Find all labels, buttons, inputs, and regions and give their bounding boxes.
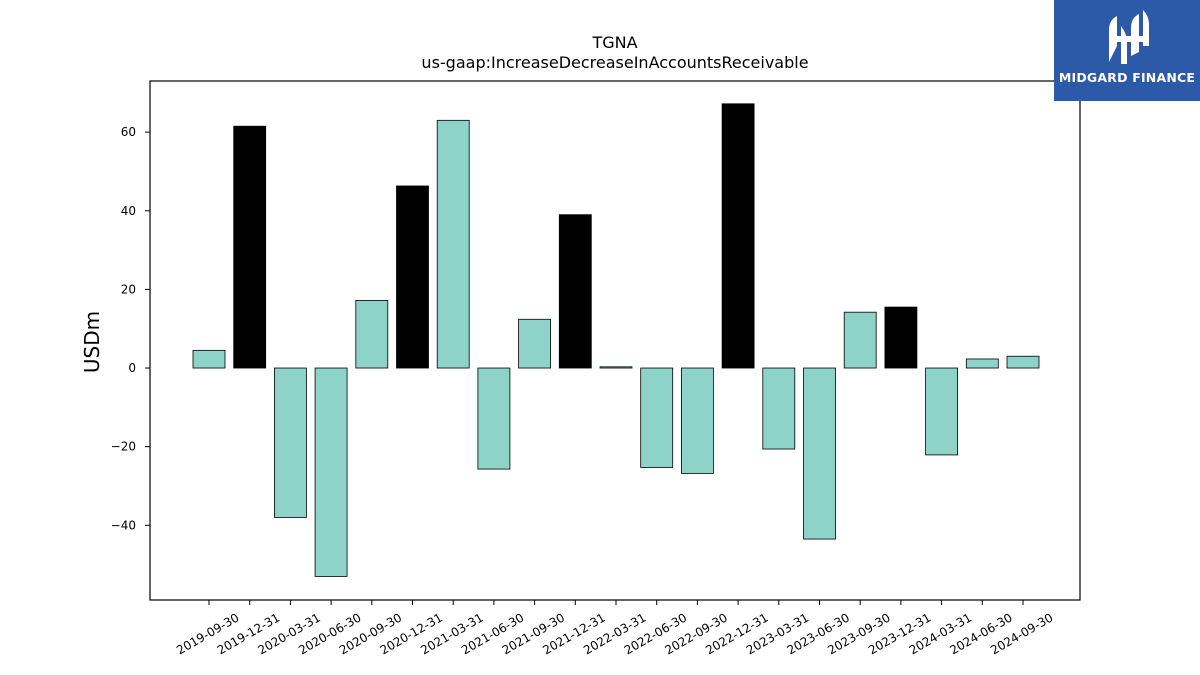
bars-group: [192, 103, 1040, 577]
bar-2020-03-31: [273, 367, 307, 518]
y-tick-label: 20: [121, 282, 136, 296]
bar-2019-12-31: [233, 125, 267, 369]
bar-2023-09-30: [843, 311, 877, 369]
bar-2023-03-31: [762, 367, 796, 450]
y-tick-label: 40: [121, 204, 136, 218]
bar-2024-06-30: [965, 358, 999, 369]
bar-2022-03-31: [599, 366, 633, 369]
bar-2024-03-31: [925, 367, 958, 456]
y-axis: −40 −20 0 20 40 60: [111, 125, 150, 532]
midgard-finance-logo: MIDGARD FINANCE: [1054, 0, 1200, 101]
brand-name: MIDGARD FINANCE: [1058, 70, 1196, 85]
x-axis: 2019-09-302019-12-312020-03-312020-06-30…: [174, 600, 1056, 657]
bar-2020-09-30: [355, 299, 389, 369]
y-tick-label: −40: [111, 518, 136, 532]
bar-2021-09-30: [518, 318, 551, 369]
y-tick-label: 0: [128, 361, 136, 375]
bar-2021-06-30: [477, 367, 511, 470]
bar-2022-06-30: [640, 367, 674, 468]
y-axis-label: USDm: [80, 311, 104, 373]
bar-2023-06-30: [803, 367, 836, 540]
bar-2022-12-31: [721, 103, 755, 369]
bar-2024-09-30: [1006, 355, 1040, 369]
y-tick-label: 60: [121, 125, 136, 139]
bar-2020-06-30: [314, 367, 348, 577]
bar-2021-12-31: [558, 214, 592, 369]
bar-2023-12-31: [884, 306, 918, 369]
bar-2020-12-31: [396, 185, 429, 369]
chart-subtitle: us-gaap:IncreaseDecreaseInAccountsReceiv…: [421, 53, 808, 72]
chart-title: TGNA: [591, 33, 637, 52]
bar-2019-09-30: [192, 349, 226, 369]
logo-mark-icon: [1109, 10, 1149, 64]
y-tick-label: −20: [111, 440, 136, 454]
bar-2022-09-30: [681, 367, 714, 474]
plot-frame: [149, 80, 1081, 601]
bar-2021-03-31: [436, 119, 470, 369]
